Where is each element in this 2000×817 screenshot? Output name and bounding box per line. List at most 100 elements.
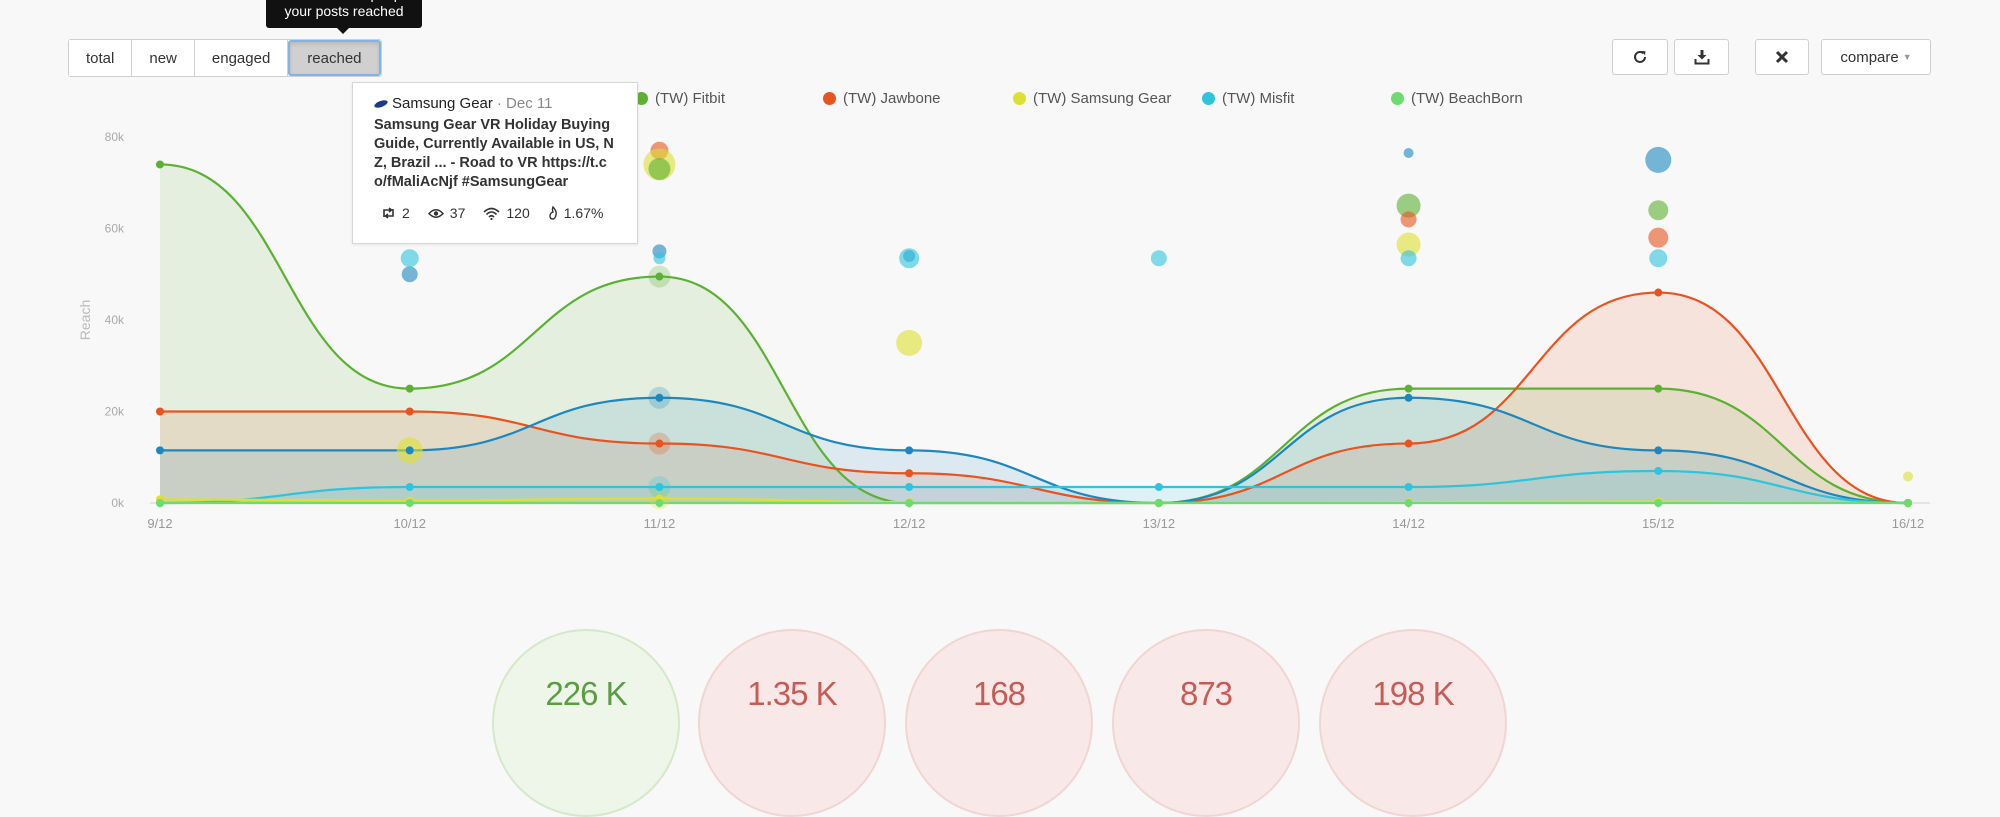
line-series-6 [160, 396, 1909, 505]
legend-label: (TW) Samsung Gear [1033, 90, 1172, 107]
legend-item-samsung-gear[interactable]: (TW) Samsung Gear [1013, 90, 1171, 107]
point-series-6 [405, 446, 414, 455]
point-tw-misfit [905, 482, 914, 491]
metric-selector: total new engaged reached [68, 39, 382, 77]
point-tw-beachborn [1904, 499, 1912, 507]
legend-label: (TW) Jawbone [843, 90, 941, 107]
point-tw-fitbit [405, 384, 414, 393]
bubble-point [1649, 249, 1668, 268]
legend-label: (TW) Fitbit [655, 90, 725, 107]
legend-item-jawbone[interactable]: (TW) Jawbone [823, 90, 941, 107]
reached-tooltip-text: The number of people your posts reached [276, 0, 413, 19]
summary-value: 198 K [1372, 675, 1454, 712]
legend-dot-icon [1391, 92, 1404, 105]
y-tick-label: 40k [105, 313, 125, 327]
point-tw-misfit [1654, 466, 1663, 475]
legend-dot-icon [635, 92, 648, 105]
bubble-point [1150, 250, 1167, 267]
point-tw-beachborn [1654, 499, 1663, 507]
summary-circle-5: 198 K [1319, 629, 1507, 817]
point-tw-jawbone [156, 407, 164, 416]
close-icon [1775, 50, 1789, 64]
point-tw-misfit [1154, 482, 1163, 491]
legend-dot-icon [1013, 92, 1026, 105]
point-tw-beachborn [405, 499, 414, 507]
metric-new-button[interactable]: new [132, 40, 195, 76]
bubble-point [401, 266, 418, 283]
bubble-point [653, 252, 666, 265]
x-tick-label: 11/12 [644, 516, 676, 531]
x-tick-label: 15/12 [1642, 516, 1675, 531]
x-tick-label: 14/12 [1392, 516, 1425, 531]
x-tick-label: 10/12 [393, 516, 426, 531]
views-stat: 37 [427, 205, 465, 221]
post-popover: Samsung Gear · Dec 11 Samsung Gear VR Ho… [352, 82, 638, 244]
point-series-6 [156, 446, 164, 455]
eye-icon [427, 208, 444, 218]
x-tick-label: 16/12 [1892, 516, 1925, 531]
bubble-point [1396, 193, 1421, 218]
point-tw-fitbit [1404, 384, 1413, 393]
compare-label: compare [1840, 48, 1899, 66]
legend-item-fitbit[interactable]: (TW) Fitbit [635, 90, 725, 107]
popover-author[interactable]: Samsung Gear [392, 95, 493, 112]
close-chart-button[interactable] [1755, 39, 1809, 75]
summary-value: 1.35 K [747, 675, 837, 712]
metric-engaged-button[interactable]: engaged [194, 40, 289, 76]
legend-item-misfit[interactable]: (TW) Misfit [1202, 90, 1294, 107]
bubble-point [896, 329, 923, 356]
x-tick-label: 13/12 [1143, 516, 1176, 531]
retweet-icon [383, 207, 394, 219]
point-tw-beachborn [655, 499, 664, 507]
bubble-point [1648, 200, 1669, 221]
compare-dropdown[interactable]: compare ▼ [1821, 39, 1931, 75]
point-tw-jawbone [1654, 288, 1663, 297]
point-series-6 [905, 446, 914, 455]
chevron-down-icon: ▼ [1902, 52, 1912, 62]
summary-circle-3: 168 [905, 629, 1093, 817]
metric-total-button[interactable]: total [69, 40, 133, 76]
point-tw-misfit [1404, 482, 1413, 491]
bubble-point [1903, 471, 1913, 482]
legend-item-beachborn[interactable]: (TW) BeachBorn [1391, 90, 1523, 107]
samsung-logo-icon [373, 98, 389, 109]
bubble-point [400, 249, 419, 268]
point-tw-fitbit [655, 272, 664, 281]
tooltip-arrow [337, 28, 349, 34]
engagement-stat: 1.67% [548, 205, 604, 221]
download-button[interactable] [1674, 39, 1729, 75]
engagement-rate: 1.67% [563, 205, 604, 221]
retweets-stat: 2 [381, 205, 410, 221]
summary-circle-total: 226 K [492, 629, 680, 817]
y-tick-label: 80k [105, 130, 125, 144]
legend-label: (TW) BeachBorn [1411, 90, 1523, 107]
y-tick-label: 20k [105, 405, 125, 419]
bubble-point [1403, 148, 1414, 159]
point-tw-fitbit [156, 160, 164, 169]
area-tw-jawbone [160, 292, 1908, 503]
popover-stats: 2 37 120 1.67% [381, 205, 617, 221]
reach-chart: 0k 20k 40k 60k 80k Reach 9/12 10/12 11/12 12/12 13… [77, 130, 1930, 531]
popover-text: Samsung Gear VR Holiday Buying Guide, Cu… [374, 117, 614, 190]
point-tw-beachborn [905, 499, 914, 507]
point-tw-beachborn [156, 499, 164, 507]
point-tw-misfit [405, 482, 414, 491]
point-tw-jawbone [1404, 439, 1413, 448]
point-tw-misfit [655, 482, 664, 491]
retweets-count: 2 [402, 205, 410, 221]
line-tw-misfit [159, 469, 1909, 505]
bubble-point [1400, 211, 1417, 228]
x-tick-label: 9/12 [147, 516, 172, 531]
summary-circle-4: 873 [1112, 629, 1300, 817]
legend-dot-icon [823, 92, 836, 105]
reached-tooltip: The number of people your posts reached [266, 0, 422, 28]
legend-label: (TW) Misfit [1222, 90, 1295, 107]
metric-reached-button[interactable]: reached [288, 40, 381, 76]
point-tw-beachborn [1154, 499, 1163, 507]
reach-count: 120 [506, 205, 530, 221]
bubble-point [1400, 250, 1417, 267]
y-tick-label: 60k [105, 222, 125, 236]
bubble-point [1648, 227, 1669, 248]
summary-circle-2: 1.35 K [698, 629, 886, 817]
refresh-button[interactable] [1612, 39, 1668, 75]
